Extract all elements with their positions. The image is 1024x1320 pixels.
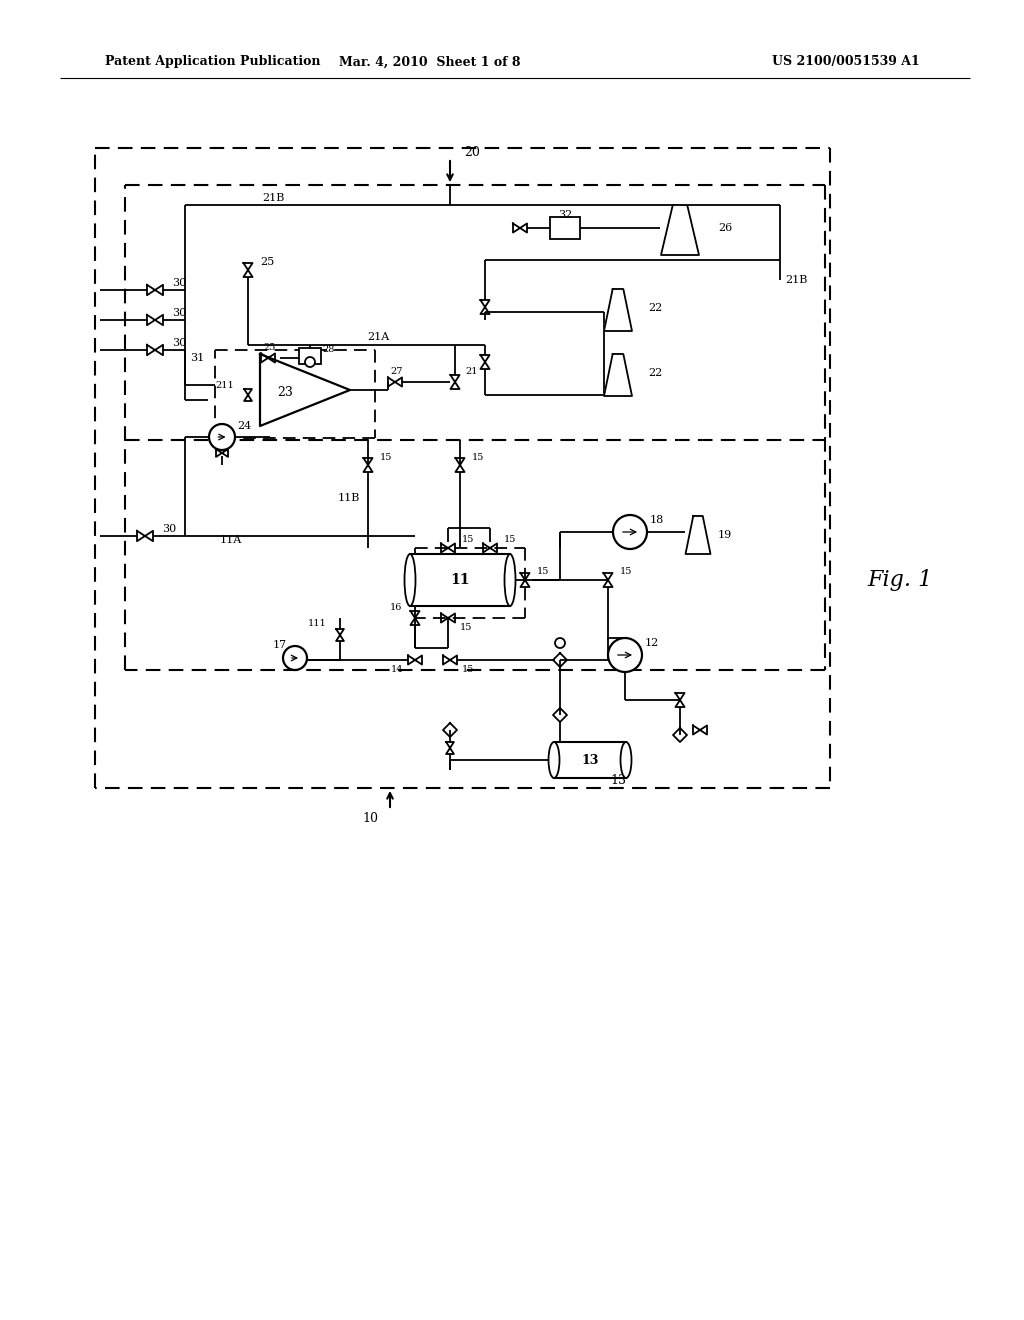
Text: 13: 13 — [610, 774, 626, 787]
Text: 15: 15 — [462, 665, 474, 675]
Text: 15: 15 — [620, 568, 633, 577]
Text: 25: 25 — [260, 257, 274, 267]
Text: 30: 30 — [162, 524, 176, 535]
Text: 13: 13 — [582, 754, 599, 767]
Bar — [550, 216, 580, 239]
Text: 16: 16 — [389, 602, 402, 611]
Polygon shape — [604, 289, 632, 331]
Text: 11B: 11B — [338, 492, 360, 503]
Text: 26: 26 — [718, 223, 732, 234]
Text: 12: 12 — [645, 638, 659, 648]
Ellipse shape — [505, 554, 515, 606]
Text: 19: 19 — [718, 531, 732, 540]
Bar — [299, 348, 321, 364]
Text: 111: 111 — [308, 619, 327, 628]
Polygon shape — [260, 354, 350, 426]
Text: 23: 23 — [278, 385, 293, 399]
Text: 21: 21 — [465, 367, 477, 376]
Circle shape — [608, 638, 642, 672]
Text: 22: 22 — [648, 304, 663, 313]
Circle shape — [305, 356, 315, 367]
Ellipse shape — [621, 742, 632, 777]
Text: 21A: 21A — [367, 333, 389, 342]
Text: 20: 20 — [464, 147, 480, 160]
Text: 21B: 21B — [262, 193, 285, 203]
Circle shape — [555, 638, 565, 648]
Text: 17: 17 — [273, 640, 287, 649]
Circle shape — [283, 645, 307, 671]
Text: 32: 32 — [558, 210, 572, 220]
Bar — [554, 742, 626, 777]
Ellipse shape — [549, 742, 559, 777]
Text: 31: 31 — [190, 352, 204, 363]
Text: 15: 15 — [380, 454, 392, 462]
Text: 21B: 21B — [785, 275, 807, 285]
Text: US 2100/0051539 A1: US 2100/0051539 A1 — [772, 55, 920, 69]
Text: 24: 24 — [237, 421, 251, 432]
Text: Fig. 1: Fig. 1 — [867, 569, 933, 591]
Text: 27: 27 — [391, 367, 403, 376]
Text: 15: 15 — [462, 536, 474, 544]
Polygon shape — [604, 354, 632, 396]
Text: 30: 30 — [172, 308, 186, 318]
Text: 15: 15 — [472, 454, 484, 462]
Text: 15: 15 — [537, 568, 549, 577]
Text: 15: 15 — [504, 536, 516, 544]
Text: 15: 15 — [460, 623, 472, 632]
Circle shape — [613, 515, 647, 549]
Polygon shape — [662, 205, 699, 255]
Text: 14: 14 — [390, 665, 403, 675]
Text: 28: 28 — [322, 345, 335, 354]
Text: 22: 22 — [648, 368, 663, 378]
Text: Patent Application Publication: Patent Application Publication — [105, 55, 321, 69]
Text: Mar. 4, 2010  Sheet 1 of 8: Mar. 4, 2010 Sheet 1 of 8 — [339, 55, 521, 69]
Text: 30: 30 — [172, 338, 186, 348]
Ellipse shape — [404, 554, 416, 606]
Text: 30: 30 — [172, 279, 186, 288]
Text: 25: 25 — [264, 343, 276, 352]
Text: 11A: 11A — [220, 535, 243, 545]
Text: 11: 11 — [451, 573, 470, 587]
Circle shape — [209, 424, 234, 450]
Text: 211: 211 — [215, 380, 234, 389]
Bar — [410, 554, 510, 606]
Text: 10: 10 — [362, 812, 378, 825]
Polygon shape — [685, 516, 711, 554]
Text: 18: 18 — [650, 515, 665, 525]
